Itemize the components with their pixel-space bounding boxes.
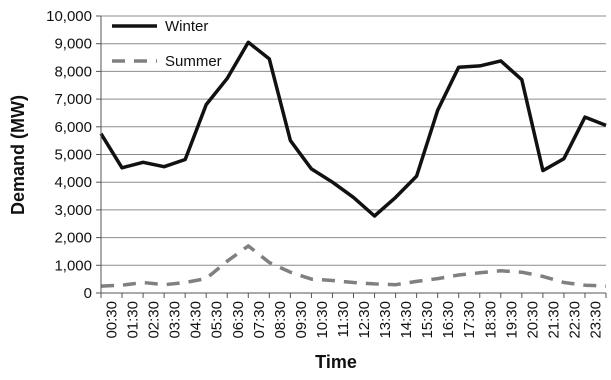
series-lines [99,40,607,288]
x-tick-label: 16:30 [440,301,457,339]
y-tick-label: 4,000 [54,174,92,191]
y-tick-label: 5,000 [54,147,92,164]
x-tick-label: 15:30 [419,301,436,339]
legend-label-winter: Winter [165,18,208,35]
x-tick-label: 01:30 [125,301,142,339]
legend: Winter Summer [112,18,222,70]
series-line-summer [100,244,607,288]
x-tick-label: 07:30 [251,301,268,339]
y-tick-label: 6,000 [54,119,92,136]
y-tick-label: 9,000 [54,36,92,53]
y-tick-label: 1,000 [54,257,92,274]
x-tick-label: 14:30 [398,301,415,339]
x-axis-ticks: 00:30 01:30 02:30 03:30 04:30 05:30 06:30 07:30… [100,293,607,339]
x-tick-label: 09:30 [293,301,310,339]
y-axis-title: Demand (MW) [8,95,28,215]
y-tick-label: 10,000 [46,8,92,25]
x-axis-title: Time [315,352,357,372]
x-tick-label: 04:30 [188,301,205,339]
series-line-winter [99,40,607,218]
x-tick-label: 08:30 [272,301,289,339]
x-tick-label: 06:30 [230,301,247,339]
x-tick-label: 02:30 [146,301,163,339]
x-tick-label: 10:30 [314,301,331,339]
y-tick-label: 0 [84,285,92,302]
x-tick-label: 20:30 [524,301,541,339]
gridlines [101,15,606,266]
y-tick-label: 2,000 [54,230,92,247]
y-axis-ticks: 0 1,000 2,000 3,000 4,000 5,000 6,000 7,000 8,00… [46,8,101,302]
x-tick-label: 00:30 [104,301,121,339]
y-tick-label: 7,000 [54,91,92,108]
x-tick-label: 21:30 [545,301,562,339]
x-tick-label: 11:30 [335,301,352,337]
x-tick-label: 13:30 [377,301,394,339]
y-tick-label: 3,000 [54,202,92,219]
x-tick-label: 05:30 [209,301,226,339]
legend-label-summer: Summer [165,53,222,70]
x-tick-label: 23:30 [587,301,604,339]
x-tick-label: 22:30 [566,301,583,339]
x-tick-label: 18:30 [482,301,499,339]
x-tick-label: 12:30 [356,301,373,339]
x-tick-label: 03:30 [167,301,184,339]
y-tick-label: 8,000 [54,63,92,80]
x-tick-label: 17:30 [461,301,478,339]
axes [100,16,606,294]
x-tick-label: 19:30 [503,301,520,339]
